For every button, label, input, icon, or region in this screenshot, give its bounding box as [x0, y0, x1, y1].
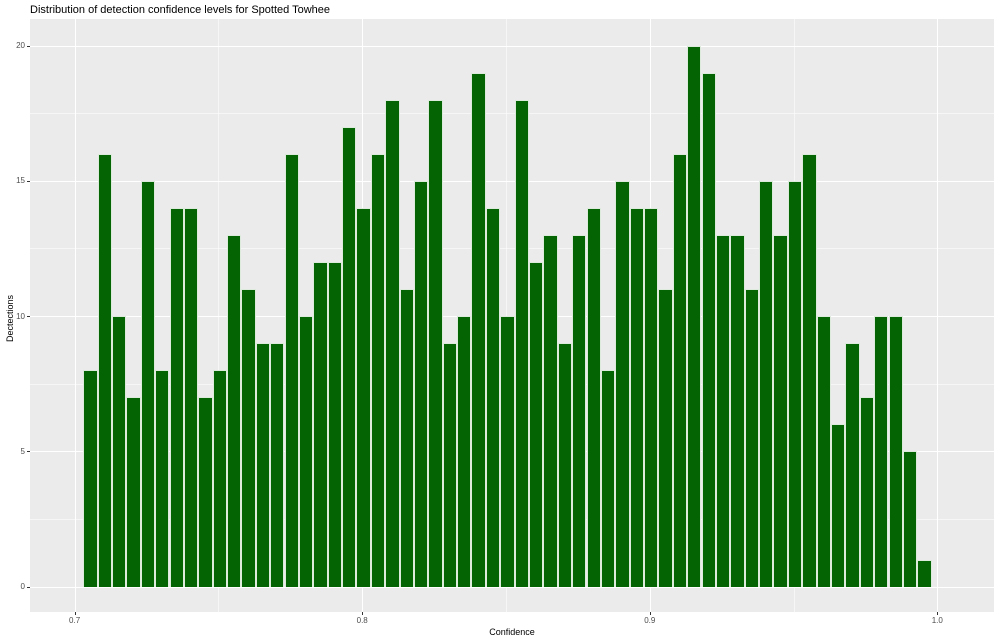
- histogram-bar: [687, 45, 702, 588]
- histogram-bar: [413, 180, 429, 588]
- histogram-bar: [715, 234, 731, 588]
- y-tick-mark: [26, 45, 30, 47]
- gridline: [937, 19, 939, 612]
- gridline: [30, 113, 994, 115]
- histogram-bar: [514, 99, 529, 588]
- gridline: [505, 19, 507, 612]
- gridline: [74, 19, 76, 612]
- y-tick-mark: [26, 316, 30, 317]
- histogram-bar: [600, 370, 616, 587]
- histogram-bar: [888, 316, 903, 587]
- histogram-bar: [169, 207, 184, 587]
- histogram-bar: [874, 316, 889, 587]
- histogram-bar: [543, 234, 558, 588]
- histogram-bar: [284, 153, 299, 587]
- y-tick-label: 15: [16, 176, 25, 186]
- histogram-bar: [155, 370, 170, 587]
- x-tick-mark: [362, 612, 364, 615]
- histogram-bar: [241, 289, 256, 588]
- y-tick-mark: [26, 180, 30, 182]
- gridline: [218, 19, 220, 612]
- histogram-bar: [845, 343, 860, 588]
- histogram-bar: [744, 289, 760, 588]
- histogram-bar: [902, 451, 918, 588]
- histogram-bar: [183, 207, 199, 587]
- y-tick-label: 5: [20, 446, 25, 456]
- histogram-bar: [615, 180, 630, 588]
- x-tick-mark: [937, 612, 939, 615]
- histogram-bar: [572, 234, 587, 588]
- histogram-bar: [313, 261, 328, 587]
- y-tick-label: 20: [16, 41, 25, 50]
- histogram-bar: [802, 153, 817, 587]
- histogram-bar: [658, 289, 673, 588]
- gridline: [30, 248, 994, 250]
- histogram-bar: [356, 207, 371, 587]
- histogram-bar: [227, 234, 242, 588]
- y-tick-mark: [26, 451, 30, 453]
- histogram-bar: [773, 234, 788, 588]
- histogram-bar: [787, 180, 803, 588]
- histogram-bar: [385, 99, 400, 588]
- histogram-bar: [255, 343, 271, 588]
- histogram-bar: [442, 343, 458, 588]
- histogram-bar: [97, 153, 112, 587]
- x-tick-mark: [74, 612, 76, 615]
- histogram-bar: [816, 316, 831, 587]
- y-tick-label: 0: [20, 582, 25, 592]
- histogram-bar: [198, 397, 213, 588]
- histogram-bar: [457, 316, 472, 587]
- histogram-bar: [557, 343, 573, 588]
- histogram-bar: [112, 316, 127, 587]
- x-tick-label: 0.9: [644, 616, 656, 625]
- x-tick-label: 1.0: [931, 616, 943, 625]
- y-tick-mark: [26, 586, 30, 588]
- gridline: [30, 180, 994, 182]
- histogram-bar: [830, 424, 846, 588]
- histogram-bar: [471, 72, 486, 588]
- gridline: [30, 586, 994, 588]
- histogram-bar: [586, 207, 601, 587]
- histogram-bar: [370, 153, 386, 587]
- histogram-bar: [212, 370, 227, 587]
- histogram-bar: [126, 397, 141, 588]
- histogram-bar: [428, 99, 443, 588]
- histogram-bar: [730, 234, 745, 588]
- histogram-bar: [529, 261, 544, 587]
- y-tick-label: 10: [16, 311, 25, 321]
- histogram-bar: [140, 180, 156, 588]
- histogram-bar: [859, 397, 875, 588]
- histogram-bar: [644, 207, 659, 587]
- histogram-bar: [500, 316, 515, 587]
- y-axis-title: Dectections: [5, 294, 15, 342]
- x-tick-label: 0.7: [69, 616, 81, 625]
- histogram-bar: [485, 207, 501, 587]
- histogram-bar: [342, 126, 357, 588]
- x-axis-title: Confidence: [489, 627, 535, 637]
- histogram-bar: [298, 316, 314, 587]
- histogram-bar: [701, 72, 716, 588]
- histogram-bar: [83, 370, 98, 587]
- chart-title: Distribution of detection confidence lev…: [30, 4, 331, 16]
- histogram-bar: [399, 289, 414, 588]
- histogram-bar: [270, 343, 285, 588]
- histogram-bar: [327, 261, 343, 587]
- plot-panel: [30, 19, 994, 612]
- histogram-bar: [629, 207, 644, 587]
- histogram-bar: [917, 559, 932, 588]
- x-tick-mark: [649, 612, 651, 615]
- histogram-bar: [759, 180, 774, 588]
- x-tick-label: 0.8: [356, 616, 368, 625]
- histogram-bar: [672, 153, 688, 587]
- gridline: [30, 45, 994, 47]
